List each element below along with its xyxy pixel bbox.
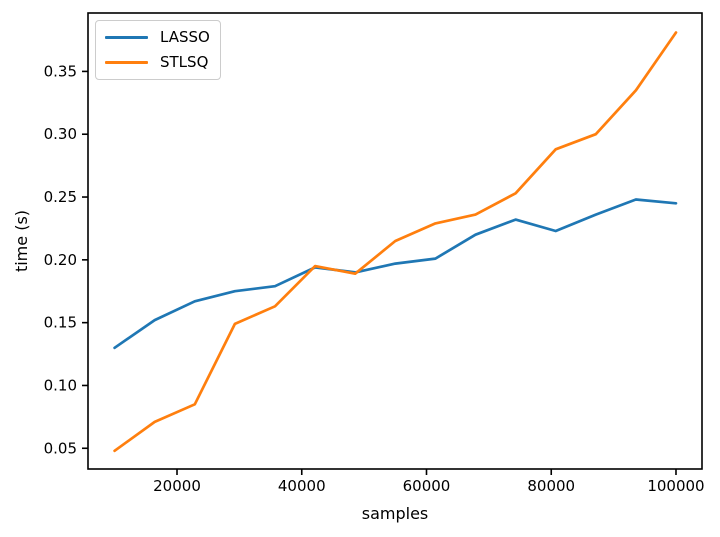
legend-label: STLSQ xyxy=(160,52,209,71)
legend-label: LASSO xyxy=(160,28,210,46)
x-tick-label: 60000 xyxy=(403,477,451,495)
series-line-lasso xyxy=(113,198,678,350)
y-tick-label: 0.10 xyxy=(44,376,77,394)
x-tick-label: 80000 xyxy=(527,477,575,495)
x-tick-label: 40000 xyxy=(278,477,326,495)
y-tick-label: 0.25 xyxy=(44,188,77,206)
y-axis-label: time (s) xyxy=(12,209,31,273)
legend-item-stlsq: STLSQ xyxy=(105,53,210,72)
y-tick-label: 0.20 xyxy=(44,251,77,269)
y-tick-label: 0.15 xyxy=(44,314,77,332)
legend-swatch-stlsq xyxy=(105,60,148,64)
y-tick-label: 0.35 xyxy=(44,62,77,80)
y-tick-label: 0.30 xyxy=(44,125,77,143)
legend-swatch-lasso xyxy=(105,35,148,39)
series-line-stlsq xyxy=(113,31,678,453)
y-tick-label: 0.05 xyxy=(44,439,77,457)
legend: LASSO STLSQ xyxy=(95,20,221,80)
x-tick-label: 100000 xyxy=(647,477,704,495)
x-axis-label: samples xyxy=(361,504,429,523)
x-tick-label: 20000 xyxy=(153,477,201,495)
legend-item-lasso: LASSO xyxy=(105,28,210,47)
axes-spines xyxy=(87,12,703,470)
